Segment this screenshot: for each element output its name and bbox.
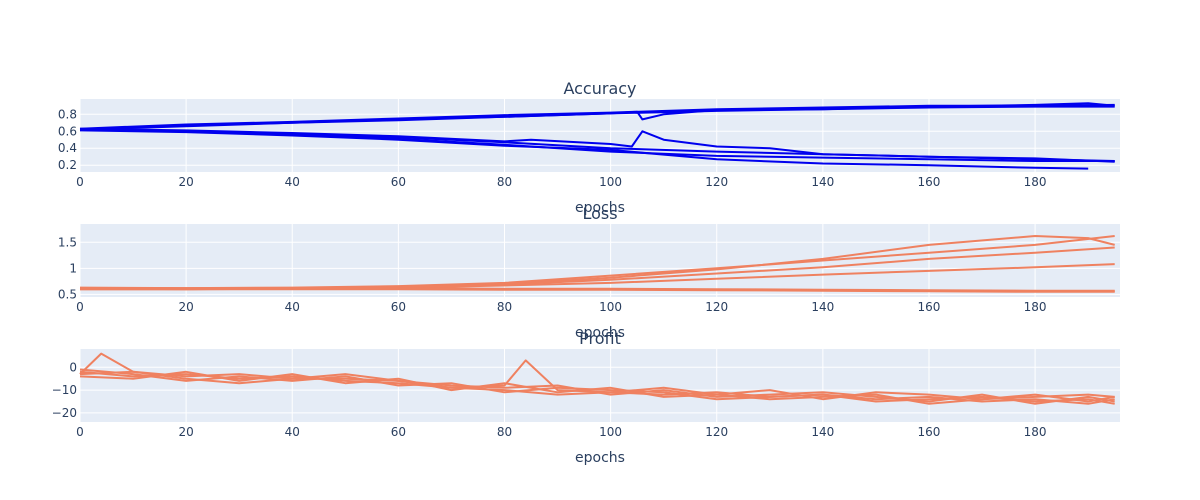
profit-title: Profit	[579, 329, 621, 348]
profit-subplot: 0 20 40 60 80 100 120 140 160 180 −20 −10 0 Profit epo…	[52, 329, 1120, 466]
accuracy-x-tick-label: 40	[285, 175, 300, 189]
accuracy-plot-area	[80, 99, 1120, 172]
profit-y-tick-label: −10	[52, 383, 77, 397]
loss-series-line-7	[80, 288, 1115, 293]
profit-x-tick-label: 160	[918, 425, 941, 439]
accuracy-x-tick-label: 60	[391, 175, 406, 189]
loss-x-tick-label: 0	[76, 300, 84, 314]
loss-title: Loss	[582, 204, 617, 223]
accuracy-title: Accuracy	[563, 79, 636, 98]
accuracy-y-tick-label: 0.6	[58, 124, 77, 138]
profit-y-tick-label: −20	[52, 406, 77, 420]
profit-x-tick-label: 80	[497, 425, 512, 439]
profit-x-tick-label: 40	[285, 425, 300, 439]
profit-x-tick-label: 0	[76, 425, 84, 439]
accuracy-x-tick-label: 140	[811, 175, 834, 189]
profit-series-line-5	[79, 370, 1115, 405]
loss-x-tick-label: 20	[178, 300, 193, 314]
profit-x-tick-label: 20	[178, 425, 193, 439]
accuracy-subplot: 0 20 40 60 80 100 120 140 160 180 0.2 0.4 0.6 0.8 Accu…	[58, 79, 1120, 216]
accuracy-x-tick-label: 160	[918, 175, 941, 189]
loss-y-tick-label: 0.5	[58, 287, 77, 301]
accuracy-x-tick-label: 80	[497, 175, 512, 189]
profit-x-tick-label: 140	[811, 425, 834, 439]
accuracy-series-line-7	[79, 129, 1089, 170]
accuracy-x-axis-title: epochs	[575, 200, 625, 216]
loss-x-tick-label: 60	[391, 300, 406, 314]
loss-x-tick-label: 140	[811, 300, 834, 314]
profit-x-axis-title: epochs	[575, 450, 625, 466]
accuracy-series-line-6	[79, 128, 1115, 162]
profit-x-tick-label: 60	[391, 425, 406, 439]
accuracy-series-group	[79, 102, 1115, 170]
loss-x-tick-label: 120	[705, 300, 728, 314]
profit-series-line-4	[79, 368, 1115, 405]
accuracy-x-tick-label: 180	[1024, 175, 1047, 189]
loss-series-group	[79, 235, 1115, 293]
loss-plot-area	[80, 224, 1120, 297]
profit-y-tick-label: 0	[69, 360, 77, 374]
accuracy-y-tick-label: 0.2	[58, 158, 77, 172]
loss-y-tick-label: 1.5	[58, 235, 77, 249]
accuracy-y-tick-label: 0.4	[58, 141, 77, 155]
loss-x-tick-label: 40	[285, 300, 300, 314]
loss-x-tick-label: 100	[599, 300, 622, 314]
loss-x-tick-label: 160	[918, 300, 941, 314]
accuracy-series-line-3	[79, 105, 1115, 131]
profit-x-tick-label: 120	[705, 425, 728, 439]
accuracy-x-tick-label: 120	[705, 175, 728, 189]
loss-subplot: 0 20 40 60 80 100 120 140 160 180 0.5 1 1.5 Loss epoch…	[58, 204, 1120, 341]
profit-x-tick-label: 180	[1024, 425, 1047, 439]
accuracy-y-tick-label: 0.8	[58, 107, 77, 121]
loss-y-tick-label: 1	[69, 261, 77, 275]
profit-series-group	[79, 352, 1115, 405]
accuracy-x-tick-label: 0	[76, 175, 84, 189]
loss-x-tick-label: 80	[497, 300, 512, 314]
profit-x-tick-label: 100	[599, 425, 622, 439]
profit-plot-area	[80, 349, 1120, 422]
accuracy-x-tick-label: 100	[599, 175, 622, 189]
accuracy-x-tick-label: 20	[178, 175, 193, 189]
loss-x-tick-label: 180	[1024, 300, 1047, 314]
loss-x-axis-title: epochs	[575, 325, 625, 341]
